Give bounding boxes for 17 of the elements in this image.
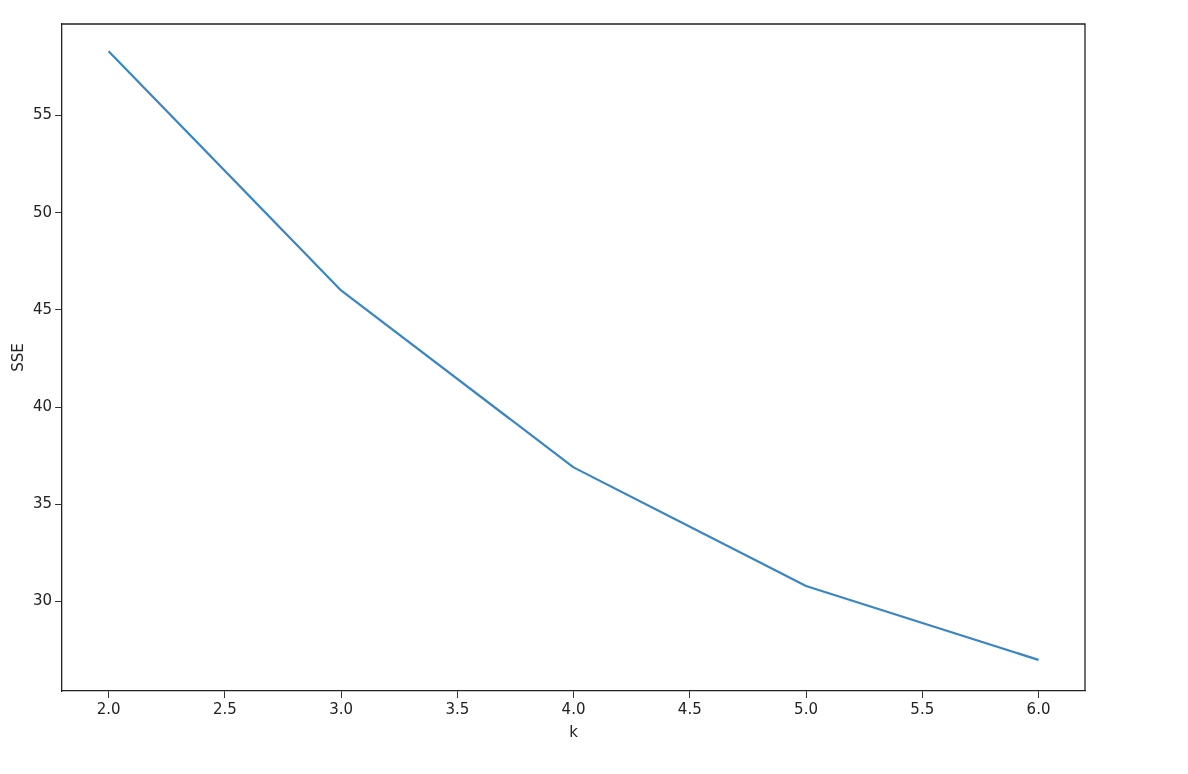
y-tick-label: 30: [32, 591, 53, 610]
y-tick-label: 50: [32, 202, 53, 221]
x-tick-label: 5.0: [794, 699, 818, 718]
x-tick-label: 4.0: [561, 699, 586, 718]
x-tick-label: 5.5: [910, 699, 935, 718]
x-tick-label: 4.5: [677, 699, 702, 718]
y-axis-title: SSE: [8, 343, 27, 372]
y-tick-label: 35: [32, 494, 53, 513]
x-tick-label: 2.0: [96, 699, 121, 718]
y-tick-label: 55: [32, 105, 53, 124]
y-tick-label: 45: [32, 299, 53, 318]
x-axis-title: k: [569, 722, 579, 741]
x-tick-label: 3.5: [445, 699, 470, 718]
x-tick-label: 3.0: [329, 699, 353, 718]
x-tick-label: 6.0: [1026, 699, 1051, 718]
x-tick-label: 2.5: [212, 699, 237, 718]
y-tick-label: 40: [32, 396, 53, 415]
